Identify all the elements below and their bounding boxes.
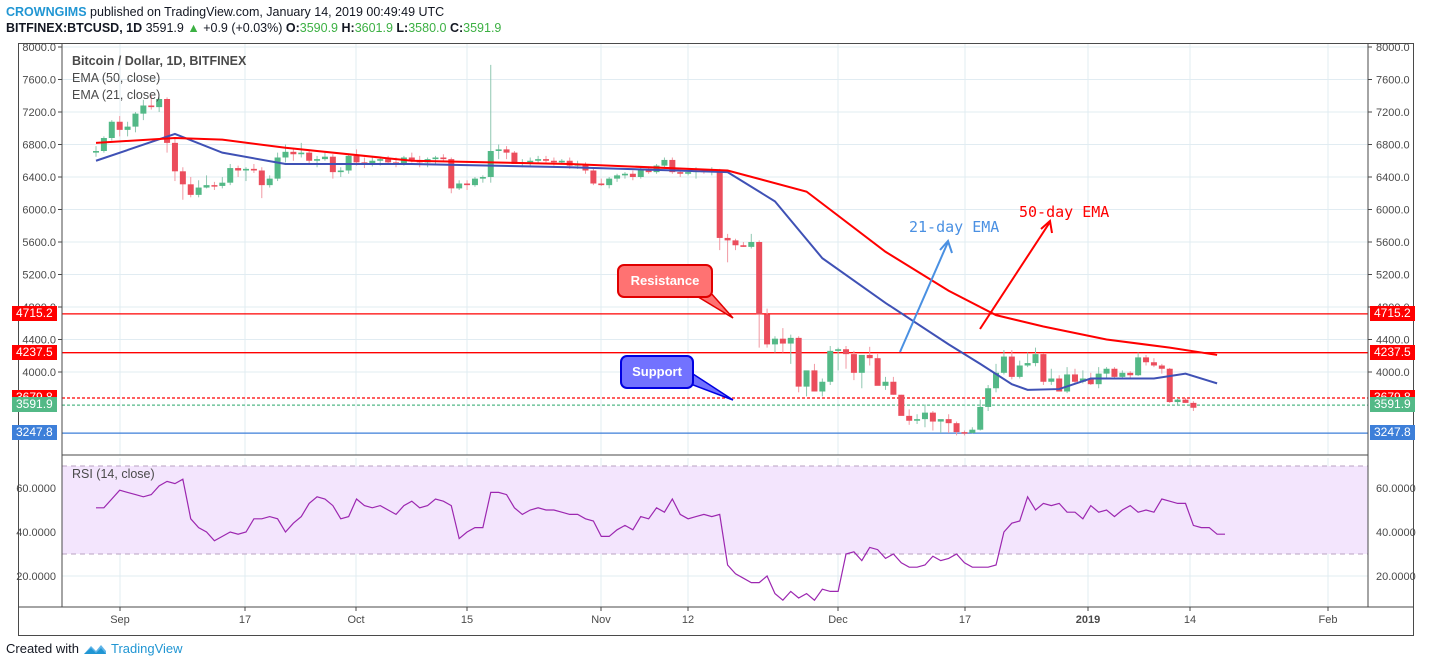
author-link[interactable]: CROWNGIMS (6, 5, 87, 19)
tradingview-brand-link[interactable]: TradingView (110, 641, 183, 656)
low-label: L: (396, 21, 409, 35)
svg-text:6800.0: 6800.0 (22, 140, 56, 152)
resistance-callout: Resistance (617, 264, 713, 298)
svg-text:15: 15 (461, 614, 473, 626)
svg-text:7600.0: 7600.0 (22, 75, 56, 87)
svg-text:20.0000: 20.0000 (16, 571, 56, 583)
close-label: C: (449, 21, 464, 35)
chart-title-legend: Bitcoin / Dollar, 1D, BITFINEX (72, 54, 247, 68)
price-tag-right: 3591.9 (1370, 397, 1415, 413)
price-change: +0.9 (+0.03%) (203, 21, 283, 35)
price-tag-left: 4237.5 (12, 344, 57, 360)
ema21-legend[interactable]: EMA (21, close) (72, 88, 161, 102)
svg-text:Nov: Nov (591, 614, 611, 626)
last-price: 3591.9 (145, 21, 184, 35)
svg-text:60.0000: 60.0000 (1376, 483, 1416, 495)
rsi-line (96, 478, 1225, 602)
svg-text:8000.0: 8000.0 (1376, 42, 1410, 54)
svg-text:2019: 2019 (1076, 614, 1100, 626)
open-label: O: (285, 21, 300, 35)
svg-text:6400.0: 6400.0 (1376, 172, 1410, 184)
rsi-band (62, 465, 1368, 555)
support-callout: Support (620, 355, 694, 389)
svg-text:Oct: Oct (347, 614, 364, 626)
open-value: 3590.9 (299, 21, 339, 35)
svg-text:5600.0: 5600.0 (22, 237, 56, 249)
svg-text:60.0000: 60.0000 (16, 483, 56, 495)
ema50-legend[interactable]: EMA (50, close) (72, 71, 161, 85)
svg-text:20.0000: 20.0000 (1376, 571, 1416, 583)
high-value: 3601.9 (354, 21, 393, 35)
symbol-label: BITFINEX:BTCUSD, 1D (6, 21, 143, 35)
publish-info: CROWNGIMS published on TradingView.com, … (6, 5, 444, 19)
svg-text:6000.0: 6000.0 (22, 205, 56, 217)
svg-text:5200.0: 5200.0 (1376, 270, 1410, 282)
price-tag-right: 4237.5 (1370, 344, 1415, 360)
svg-text:Dec: Dec (828, 614, 848, 626)
svg-text:6800.0: 6800.0 (1376, 140, 1410, 152)
svg-text:6400.0: 6400.0 (22, 172, 56, 184)
svg-text:Feb: Feb (1319, 614, 1338, 626)
symbol-info: BITFINEX:BTCUSD, 1D 3591.9 ▲ +0.9 (+0.03… (6, 21, 501, 35)
svg-text:4400.0: 4400.0 (1376, 335, 1410, 347)
svg-text:12: 12 (682, 614, 694, 626)
chart-frame (18, 43, 1414, 636)
footer: Created with TradingView (6, 641, 183, 656)
ema21-annotation: 21-day EMA (909, 218, 1000, 236)
support-resistance-lines (62, 313, 1368, 434)
svg-text:8000.0: 8000.0 (22, 42, 56, 54)
close-value: 3591.9 (463, 21, 502, 35)
ema50-annotation: 50-day EMA (1019, 203, 1110, 221)
svg-text:40.0000: 40.0000 (1376, 527, 1416, 539)
up-triangle-icon: ▲ (187, 21, 200, 35)
high-label: H: (341, 21, 355, 35)
created-with-text: Created with (6, 641, 79, 656)
price-tag-right: 4715.2 (1370, 305, 1415, 321)
svg-text:Sep: Sep (110, 614, 130, 626)
price-tag-left: 3247.8 (12, 425, 57, 441)
svg-text:5200.0: 5200.0 (22, 270, 56, 282)
svg-text:7600.0: 7600.0 (1376, 75, 1410, 87)
rsi-legend[interactable]: RSI (14, close) (72, 467, 155, 481)
low-value: 3580.0 (408, 21, 447, 35)
svg-text:7200.0: 7200.0 (22, 107, 56, 119)
price-tag-left: 3591.9 (12, 397, 57, 413)
price-tag-right: 3247.8 (1370, 425, 1415, 441)
tradingview-logo-icon (83, 644, 106, 654)
svg-text:4000.0: 4000.0 (1376, 367, 1410, 379)
svg-text:17: 17 (239, 614, 251, 626)
svg-text:5600.0: 5600.0 (1376, 237, 1410, 249)
svg-text:14: 14 (1184, 614, 1196, 626)
svg-text:4400.0: 4400.0 (22, 335, 56, 347)
published-text: published on TradingView.com, January 14… (86, 5, 445, 19)
svg-text:6000.0: 6000.0 (1376, 205, 1410, 217)
svg-text:4000.0: 4000.0 (22, 367, 56, 379)
svg-text:40.0000: 40.0000 (16, 527, 56, 539)
svg-text:7200.0: 7200.0 (1376, 107, 1410, 119)
ema-lines (95, 132, 1218, 391)
svg-text:17: 17 (959, 614, 971, 626)
price-tag-left: 4715.2 (12, 305, 57, 321)
